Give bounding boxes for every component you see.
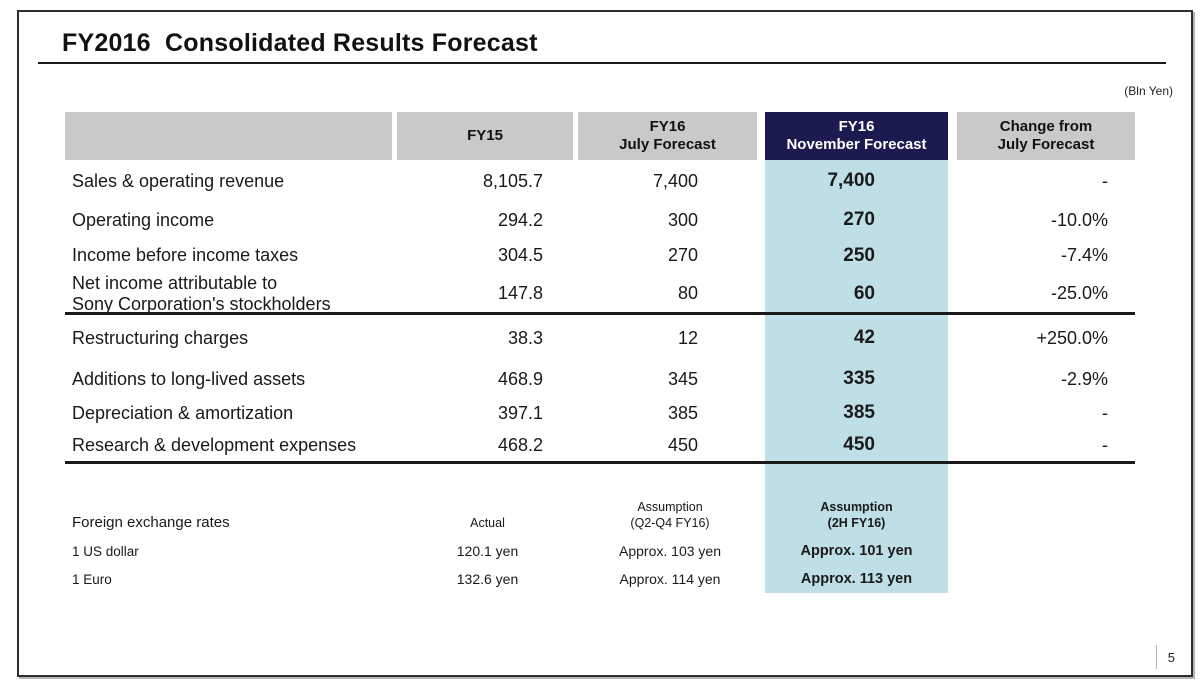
table-row: Research & development expenses 468.2 45…: [65, 429, 1135, 461]
unit-note: (Bln Yen): [1124, 84, 1173, 98]
change-value: +250.0%: [1036, 327, 1108, 348]
table-row: Income before income taxes 304.5 270 250…: [65, 238, 1135, 273]
row-label: Sales & operating revenue: [72, 170, 285, 191]
november-column-highlight: [765, 160, 948, 593]
fy15-value: 38.3: [507, 327, 543, 348]
table-row: Sales & operating revenue 8,105.7 7,400 …: [65, 160, 1135, 202]
fx-header-row: Foreign exchange rates Actual Assumption…: [65, 464, 1135, 537]
fx-section-label: Foreign exchange rates: [72, 514, 230, 531]
table-row: Restructuring charges 38.3 12 42 +250.0%: [65, 315, 1135, 361]
row-label: Restructuring charges: [72, 327, 249, 348]
change-value: -: [1102, 170, 1108, 191]
fx-change-empty: [953, 565, 1135, 593]
section-divider: [65, 461, 1135, 464]
header-cell-november-forecast: FY16 November Forecast: [765, 112, 948, 160]
change-value: -10.0%: [1050, 209, 1108, 230]
fx-november-value: Approx. 113 yen: [800, 571, 913, 587]
change-value: -25.0%: [1050, 283, 1108, 304]
fx-july-value: Approx. 103 yen: [619, 543, 721, 559]
november-forecast-value: 335: [843, 368, 875, 389]
header-cell-july-forecast: FY16 July Forecast: [578, 112, 757, 160]
change-value: -: [1102, 434, 1108, 455]
results-table: FY15 FY16 July Forecast FY16 November Fo…: [65, 112, 1135, 593]
july-forecast-value: 300: [667, 209, 698, 230]
row-label: Income before income taxes: [72, 245, 299, 266]
fx-fy15-header: Actual: [470, 515, 505, 530]
fy15-value: 294.2: [497, 209, 543, 230]
july-forecast-value: 270: [667, 245, 698, 265]
slide-title: FY2016 Consolidated Results Forecast: [62, 29, 538, 57]
july-forecast-value: 12: [677, 327, 698, 348]
header-cell-change: Change from July Forecast: [957, 112, 1135, 160]
table-header-row: FY15 FY16 July Forecast FY16 November Fo…: [65, 112, 1135, 160]
fx-change-empty: [953, 464, 1135, 537]
fx-currency-label: 1 US dollar: [72, 543, 139, 559]
table-row: Additions to long-lived assets 468.9 345…: [65, 361, 1135, 397]
page-number: 5: [1155, 645, 1175, 669]
header-cell-fy15: FY15: [397, 112, 573, 160]
row-label: Net income attributable to Sony Corporat…: [72, 273, 331, 314]
row-label: Additions to long-lived assets: [72, 368, 306, 389]
fy15-value: 468.2: [497, 434, 543, 455]
november-forecast-value: 42: [853, 327, 875, 348]
fy15-value: 8,105.7: [482, 170, 543, 191]
fx-currency-label: 1 Euro: [72, 571, 112, 587]
fy15-value: 468.9: [497, 368, 543, 389]
slide-frame: FY2016 Consolidated Results Forecast (Bl…: [17, 10, 1193, 677]
row-label: Research & development expenses: [72, 434, 357, 455]
fx-change-empty: [953, 537, 1135, 565]
fx-fy15-value: 132.6 yen: [456, 571, 519, 587]
change-value: -2.9%: [1060, 368, 1108, 389]
table-row: Operating income 294.2 300 270 -10.0%: [65, 202, 1135, 238]
section-divider: [65, 312, 1135, 315]
page-number-value: 5: [1167, 649, 1175, 665]
july-forecast-value: 80: [677, 283, 698, 304]
november-forecast-value: 385: [843, 402, 875, 423]
fx-fy15-value: 120.1 yen: [456, 543, 519, 559]
fy15-value: 397.1: [497, 402, 543, 423]
november-forecast-value: 7,400: [827, 170, 875, 191]
november-forecast-value: 450: [843, 434, 875, 455]
fx-november-header: Assumption (2H FY16): [820, 499, 893, 530]
row-label: Depreciation & amortization: [72, 402, 294, 423]
july-forecast-value: 450: [667, 434, 698, 455]
table-row: Depreciation & amortization 397.1 385 38…: [65, 397, 1135, 429]
table-row: Net income attributable to Sony Corporat…: [65, 273, 1135, 314]
july-forecast-value: 7,400: [652, 170, 698, 191]
fy15-value: 304.5: [497, 245, 543, 265]
fx-row-euro: 1 Euro 132.6 yen Approx. 114 yen Approx.…: [65, 565, 1135, 593]
november-forecast-value: 60: [853, 282, 875, 304]
november-forecast-value: 250: [843, 244, 875, 266]
july-forecast-value: 385: [667, 402, 698, 423]
november-forecast-value: 270: [843, 209, 875, 230]
change-value: -7.4%: [1060, 245, 1108, 265]
fx-july-value: Approx. 114 yen: [619, 571, 721, 587]
fx-row-usd: 1 US dollar 120.1 yen Approx. 103 yen Ap…: [65, 537, 1135, 565]
page-number-divider: [1155, 645, 1157, 669]
fy15-value: 147.8: [497, 283, 543, 304]
fx-july-header: Assumption (Q2-Q4 FY16): [630, 499, 710, 530]
header-cell-row-label: [65, 112, 392, 160]
row-label: Operating income: [72, 209, 215, 230]
fx-november-value: Approx. 101 yen: [800, 543, 913, 559]
july-forecast-value: 345: [667, 368, 698, 389]
title-divider: [38, 62, 1166, 64]
change-value: -: [1102, 402, 1108, 423]
